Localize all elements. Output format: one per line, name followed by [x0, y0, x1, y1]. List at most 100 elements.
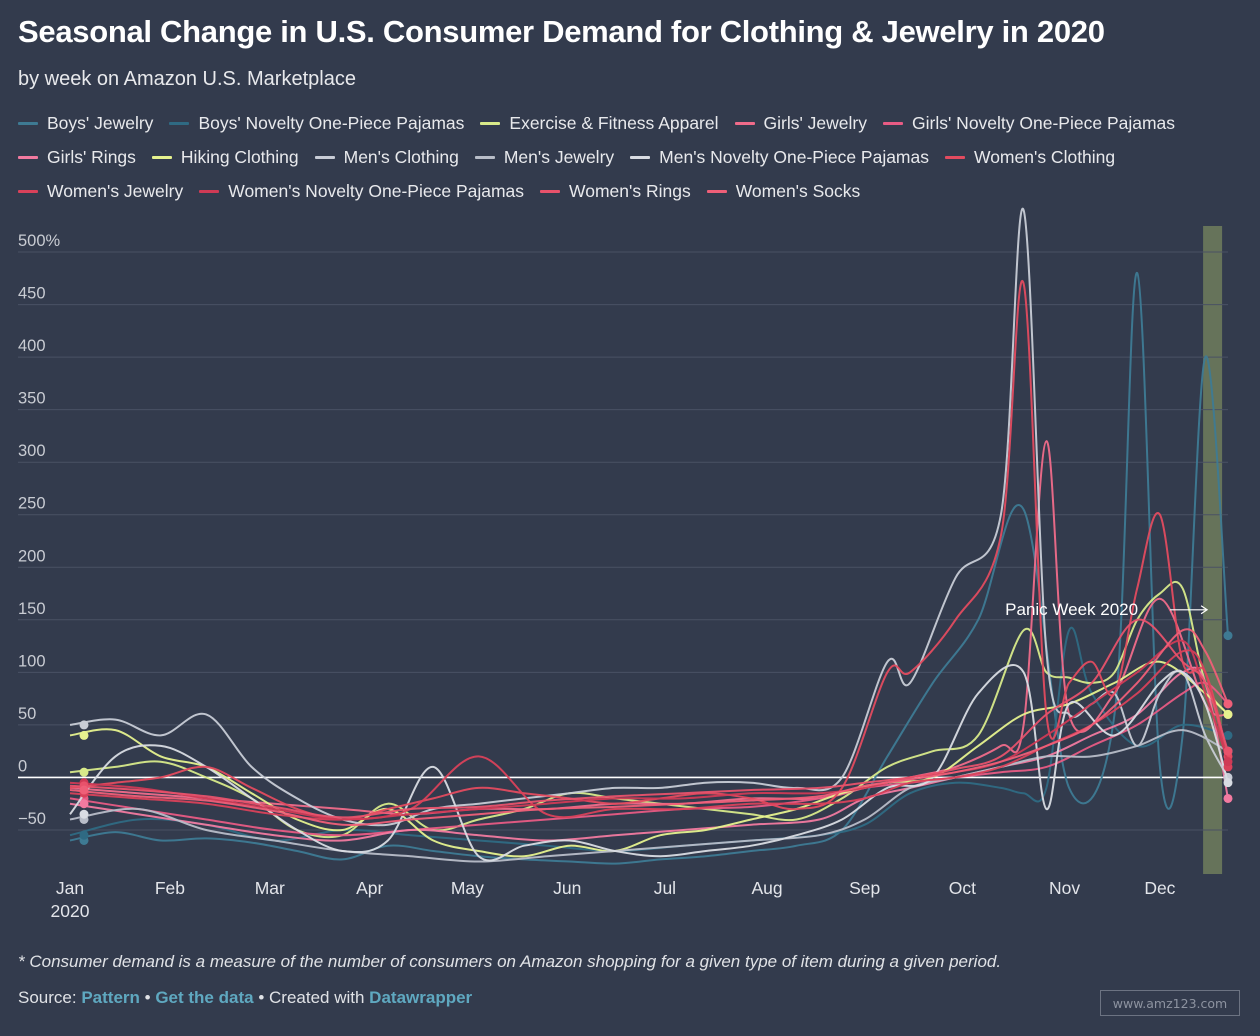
- legend-item-girls-jewelry: Girls' Jewelry: [734, 112, 868, 134]
- legend-swatch: [480, 121, 501, 125]
- series-start-dot-girls-rings: [79, 799, 89, 809]
- legend-label: Women's Novelty One-Piece Pajamas: [228, 180, 525, 201]
- series-end-dot-girls-rings: [1223, 793, 1233, 803]
- x-tick-label: Aug: [752, 878, 783, 898]
- series-start-dot-hiking-clothing: [79, 730, 89, 740]
- legend-swatch: [945, 155, 965, 159]
- x-tick-label: Apr: [356, 878, 383, 898]
- line-chart: 500% 450 400 350 300 250 200 150 100 50 0 −50 Jan Feb…: [18, 207, 1233, 921]
- series-start-dot-men-s-clothing: [79, 720, 89, 730]
- footnote: * Consumer demand is a measure of the nu…: [18, 952, 1002, 971]
- series-start-dot-women-s-socks: [79, 785, 89, 795]
- series-line-women-s-rings: [69, 618, 1229, 819]
- legend-label: Boys' Novelty One-Piece Pajamas: [198, 112, 465, 133]
- y-tick-label: 150: [18, 600, 46, 618]
- legend-swatch: [734, 121, 755, 125]
- series-end-dot-boys-jewelry: [1223, 631, 1233, 641]
- chart-title: Seasonal Change in U.S. Consumer Demand …: [18, 14, 1105, 49]
- series-end-dot-hiking-clothing: [1223, 709, 1233, 719]
- legend-item-women-s-jewelry: Women's Jewelry: [18, 180, 183, 202]
- legend-swatch: [18, 121, 38, 125]
- series-line-women-s-socks: [69, 628, 1229, 826]
- separator: •: [144, 988, 151, 1007]
- series-line-boys-novelty-one-piece-pajamas: [69, 626, 1229, 852]
- legend-label: Girls' Novelty One-Piece Pajamas: [912, 112, 1176, 133]
- legend-item-men-s-jewelry: Men's Jewelry: [474, 146, 615, 168]
- x-tick-label: Jun: [553, 878, 581, 898]
- legend-label: Girls' Rings: [47, 146, 136, 167]
- legend-item-girls-rings: Girls' Rings: [18, 146, 136, 168]
- x-tick-label: Mar: [255, 878, 285, 898]
- annotation-arrow-head: [1200, 605, 1209, 615]
- x-tick-year-label: 2020: [51, 901, 90, 921]
- legend-label: Men's Clothing: [343, 146, 459, 167]
- legend-label: Men's Jewelry: [503, 146, 615, 167]
- series-line-boys-jewelry: [69, 271, 1229, 865]
- y-tick-label: 500%: [18, 232, 61, 250]
- y-tick-label: 300: [18, 442, 46, 460]
- legend-item-women-s-novelty-one-piece-pajamas: Women's Novelty One-Piece Pajamas: [199, 180, 524, 202]
- separator: •: [258, 988, 265, 1007]
- legend-swatch: [314, 155, 335, 159]
- y-tick-label: 250: [18, 495, 46, 513]
- series-end-dot-women-s-rings: [1223, 746, 1233, 756]
- legend-label: Women's Socks: [735, 180, 861, 201]
- legend-item-boys-jewelry: Boys' Jewelry: [18, 112, 153, 134]
- series-line-women-s-clothing: [69, 279, 1229, 821]
- legend-item-women-s-socks: Women's Socks: [706, 180, 861, 202]
- legend-item-exercise-fitness-apparel: Exercise & Fitness Apparel: [480, 112, 719, 134]
- series-start-dot-boys-novelty-one-piece-pajamas: [79, 830, 89, 840]
- get-data-link[interactable]: Get the data: [155, 988, 254, 1007]
- series-end-dot-men-s-novelty-one-piece-pajamas: [1223, 778, 1233, 788]
- source-prefix: Source:: [18, 988, 77, 1007]
- legend-swatch: [474, 155, 495, 159]
- legend-swatch: [151, 155, 172, 159]
- x-tick-label: Sep: [849, 878, 880, 898]
- legend-swatch: [18, 189, 38, 193]
- y-tick-label: 450: [18, 285, 46, 303]
- series-line-girls-rings: [69, 666, 1229, 842]
- legend-swatch: [883, 121, 904, 125]
- legend-label: Exercise & Fitness Apparel: [509, 112, 719, 133]
- series-line-men-s-jewelry: [69, 729, 1229, 863]
- legend-label: Women's Rings: [569, 180, 691, 201]
- legend-item-women-s-rings: Women's Rings: [540, 180, 691, 202]
- series-start-dot-men-s-novelty-one-piece-pajamas: [79, 809, 89, 819]
- legend-swatch: [630, 155, 651, 159]
- x-tick-label: Feb: [155, 878, 185, 898]
- chart-subtitle: by week on Amazon U.S. Marketplace: [18, 68, 356, 90]
- y-tick-label: 0: [18, 757, 27, 775]
- x-tick-label: Jul: [654, 878, 676, 898]
- y-tick-label: 100: [18, 652, 46, 670]
- y-tick-label: 50: [18, 705, 36, 723]
- x-tick-label: Jan: [56, 878, 84, 898]
- legend-swatch: [18, 155, 38, 159]
- legend-item-women-s-clothing: Women's Clothing: [945, 146, 1115, 168]
- legend-swatch: [706, 189, 727, 193]
- legend-label: Boys' Jewelry: [47, 112, 154, 133]
- datawrapper-link[interactable]: Datawrapper: [369, 988, 473, 1007]
- series-end-dot-women-s-novelty-one-piece-pajamas: [1223, 757, 1233, 767]
- x-tick-label: May: [451, 878, 484, 898]
- x-tick-label: Oct: [949, 878, 976, 898]
- legend-swatch: [169, 121, 190, 125]
- x-tick-label: Nov: [1049, 878, 1080, 898]
- y-tick-label: 350: [18, 390, 46, 408]
- legend-item-men-s-clothing: Men's Clothing: [314, 146, 459, 168]
- source-link[interactable]: Pattern: [81, 988, 140, 1007]
- watermark: www.amz123.com: [1100, 990, 1240, 1016]
- legend-label: Men's Novelty One-Piece Pajamas: [659, 146, 929, 167]
- legend-item-boys-novelty-one-piece-pajamas: Boys' Novelty One-Piece Pajamas: [169, 112, 464, 134]
- created-prefix: Created with: [269, 988, 365, 1007]
- annotation-panic-week: Panic Week 2020: [1005, 600, 1138, 619]
- series-end-dot-women-s-socks: [1223, 699, 1233, 709]
- y-tick-label: 400: [18, 337, 46, 355]
- x-tick-label: Dec: [1144, 878, 1175, 898]
- legend-label: Girls' Jewelry: [763, 112, 868, 133]
- source-line: Source: Pattern • Get the data • Created…: [18, 988, 472, 1008]
- legend-label: Women's Jewelry: [47, 180, 184, 201]
- legend-item-girls-novelty-one-piece-pajamas: Girls' Novelty One-Piece Pajamas: [883, 112, 1175, 134]
- series-end-dot-boys-novelty-one-piece-pajamas: [1223, 730, 1233, 740]
- legend-item-hiking-clothing: Hiking Clothing: [151, 146, 299, 168]
- legend-swatch: [199, 189, 220, 193]
